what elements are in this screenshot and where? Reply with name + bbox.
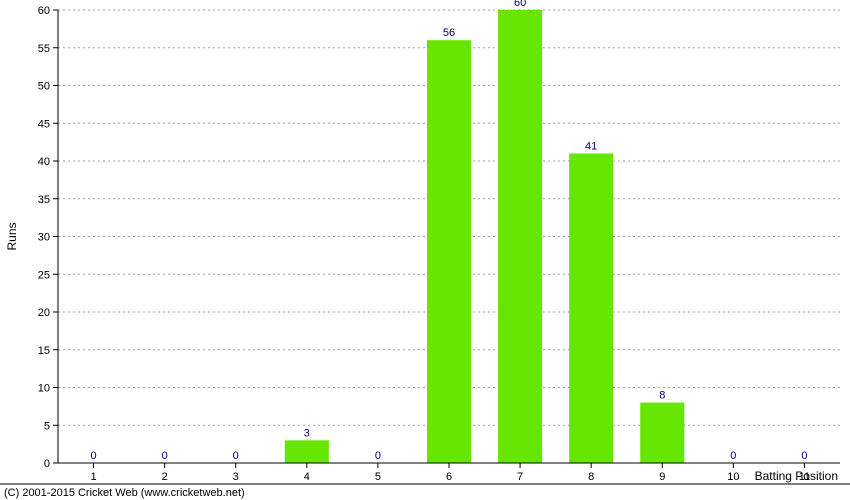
bar-value-label: 0 [801, 450, 807, 462]
y-tick-label: 15 [38, 345, 50, 357]
bar-value-label: 8 [659, 390, 665, 402]
bar-value-label: 3 [304, 427, 310, 439]
x-tick-label: 9 [659, 471, 665, 483]
y-tick-label: 45 [38, 118, 50, 130]
copyright-text: (C) 2001-2015 Cricket Web (www.cricketwe… [4, 487, 245, 499]
bar-value-label: 0 [90, 450, 96, 462]
x-tick-label: 2 [162, 471, 168, 483]
bar [569, 153, 613, 463]
y-tick-label: 10 [38, 383, 50, 395]
bar-value-label: 60 [514, 0, 526, 9]
y-tick-label: 30 [38, 232, 50, 244]
y-tick-label: 0 [44, 458, 50, 470]
x-axis-title: Batting Position [755, 469, 838, 483]
bar [498, 10, 542, 463]
y-tick-label: 25 [38, 269, 50, 281]
bar [285, 440, 329, 463]
y-axis-title: Runs [5, 222, 19, 250]
x-tick-label: 1 [90, 471, 96, 483]
bar-value-label: 41 [585, 140, 597, 152]
x-tick-label: 3 [233, 471, 239, 483]
y-tick-label: 20 [38, 307, 50, 319]
y-tick-label: 35 [38, 194, 50, 206]
x-tick-label: 4 [304, 471, 310, 483]
x-tick-label: 10 [727, 471, 739, 483]
bar-value-label: 0 [730, 450, 736, 462]
y-tick-label: 60 [38, 5, 50, 17]
x-tick-label: 7 [517, 471, 523, 483]
bar-value-label: 56 [443, 27, 455, 39]
y-tick-label: 50 [38, 81, 50, 93]
y-tick-label: 55 [38, 43, 50, 55]
bar [427, 40, 471, 463]
bar [640, 403, 684, 463]
x-tick-label: 5 [375, 471, 381, 483]
chart-svg: 0510152025303540455055601020304350656760… [0, 0, 850, 500]
y-tick-label: 40 [38, 156, 50, 168]
bar-value-label: 0 [233, 450, 239, 462]
bar-value-label: 0 [162, 450, 168, 462]
x-tick-label: 8 [588, 471, 594, 483]
runs-by-batting-position-chart: 0510152025303540455055601020304350656760… [0, 0, 850, 500]
bar-value-label: 0 [375, 450, 381, 462]
x-tick-label: 6 [446, 471, 452, 483]
y-tick-label: 5 [44, 420, 50, 432]
